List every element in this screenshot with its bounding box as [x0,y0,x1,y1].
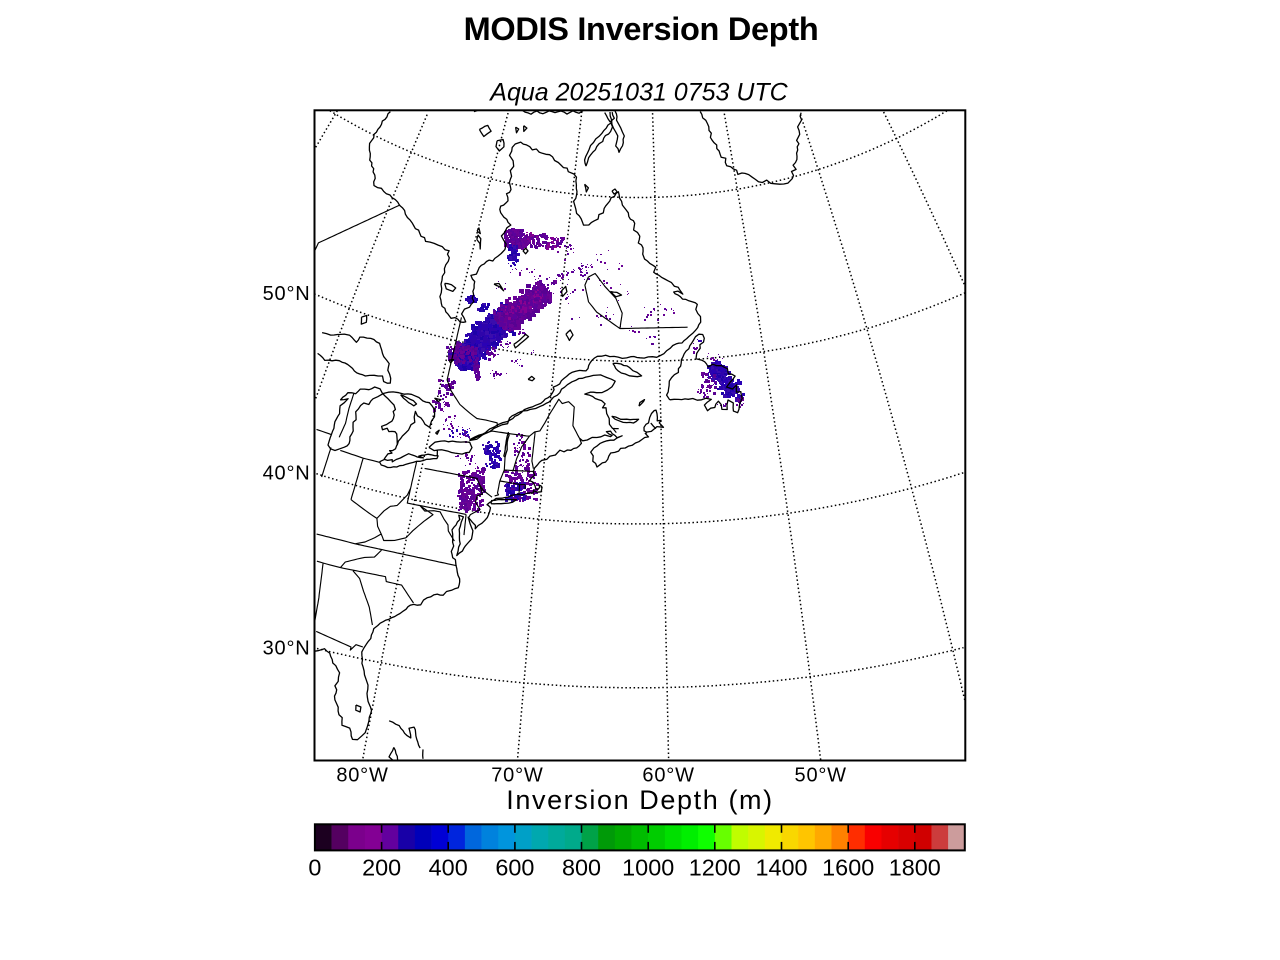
svg-text:1000: 1000 [622,855,674,881]
svg-text:400: 400 [429,855,468,881]
svg-text:1400: 1400 [755,855,807,881]
svg-text:50°N: 50°N [263,283,311,305]
svg-text:60°W: 60°W [642,765,694,787]
svg-text:1200: 1200 [689,855,741,881]
svg-text:80°W: 80°W [336,765,388,787]
svg-text:200: 200 [362,855,401,881]
svg-text:50°W: 50°W [795,765,847,787]
svg-text:30°N: 30°N [263,638,311,660]
svg-text:Inversion Depth (m): Inversion Depth (m) [506,785,773,815]
svg-text:MODIS Inversion Depth: MODIS Inversion Depth [464,11,819,47]
svg-text:0: 0 [308,855,321,881]
svg-text:1600: 1600 [822,855,874,881]
svg-text:800: 800 [562,855,601,881]
svg-text:Aqua 20251031 0753 UTC: Aqua 20251031 0753 UTC [488,79,788,107]
svg-text:600: 600 [495,855,534,881]
svg-text:40°N: 40°N [263,463,311,485]
svg-text:70°W: 70°W [491,765,543,787]
svg-text:1800: 1800 [889,855,941,881]
